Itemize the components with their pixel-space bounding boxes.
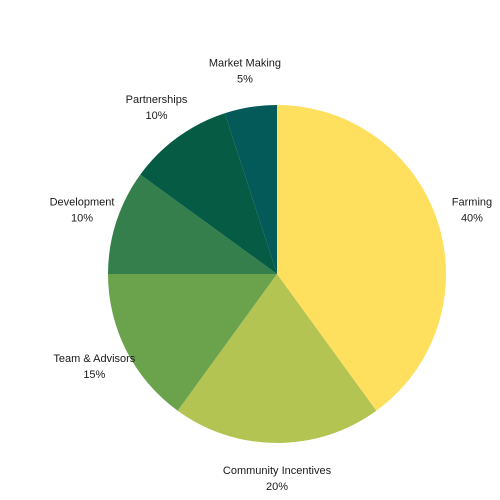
pie-slice-community-incentives bbox=[177, 274, 377, 443]
pie-label-name: Community Incentives bbox=[223, 465, 332, 477]
pie-slice-market-making bbox=[224, 105, 277, 274]
pie-slice-farming bbox=[277, 105, 446, 411]
pie-label-name: Team & Advisors bbox=[53, 353, 135, 365]
pie-label-value: 15% bbox=[83, 369, 105, 381]
pie-label-team-and-advisors: Team & Advisors 15% bbox=[53, 353, 135, 381]
pie-label-development: Development 10% bbox=[50, 197, 115, 225]
pie-slice-team-and-advisors bbox=[108, 274, 277, 411]
pie-labels: Farming 40% Community Incentives 20% Team & … bbox=[50, 58, 493, 493]
pie-label-value: 10% bbox=[145, 110, 167, 122]
pie-label-partnerships: Partnerships 10% bbox=[126, 94, 188, 122]
pie-label-name: Partnerships bbox=[126, 94, 188, 106]
pie-label-name: Market Making bbox=[209, 58, 281, 70]
pie-label-value: 5% bbox=[237, 74, 253, 86]
pie-slices bbox=[108, 105, 446, 443]
pie-slice-development bbox=[108, 174, 277, 274]
pie-label-farming: Farming 40% bbox=[452, 197, 492, 225]
pie-label-market-making: Market Making 5% bbox=[209, 58, 281, 86]
pie-label-value: 20% bbox=[266, 481, 288, 493]
pie-label-name: Development bbox=[50, 197, 115, 209]
pie-label-community-incentives: Community Incentives 20% bbox=[223, 465, 332, 493]
pie-label-value: 10% bbox=[71, 213, 93, 225]
pie-slice-partnerships bbox=[140, 113, 277, 274]
pie-label-value: 40% bbox=[461, 213, 483, 225]
pie-label-name: Farming bbox=[452, 197, 492, 209]
